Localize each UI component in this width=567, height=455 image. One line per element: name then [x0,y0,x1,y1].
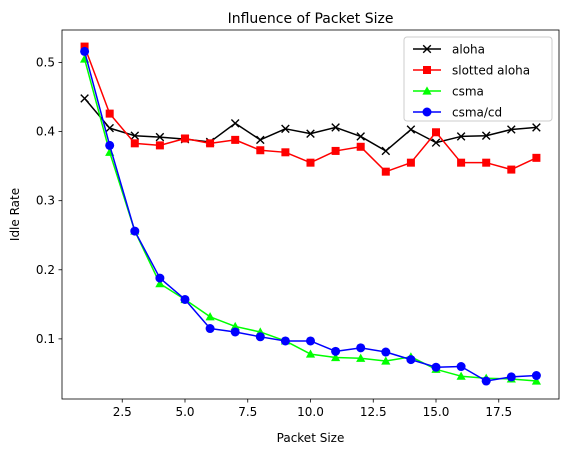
x-tick-label: 15.0 [423,405,450,419]
data-point-csma-cd [105,140,115,150]
data-point-csma-cd [506,372,516,382]
legend: aloha slotted aloha csma csma/cd [403,36,553,122]
data-point-csma-cd [230,327,240,337]
data-point-slotted-aloha [180,134,189,143]
data-point-aloha [306,129,315,138]
data-point-aloha [431,138,441,147]
x-tick-label: 7.5 [238,405,257,419]
data-point-aloha [256,135,265,145]
data-point-aloha [281,124,290,134]
legend-marker-slotted-aloha [423,66,431,74]
data-point-csma [381,356,391,365]
x-tick-label: 5.0 [175,405,194,419]
legend-box [403,36,553,122]
data-point-csma-cd [406,355,416,365]
data-point-csma-cd [306,336,315,346]
data-point-aloha [130,131,140,141]
data-point-slotted-aloha [331,146,340,155]
data-point-slotted-aloha [206,139,215,148]
x-axis: 2.5 5.0 7.5 10.0 12.5 15.0 17.5 [113,399,512,419]
data-point-csma-cd [180,294,190,304]
data-point-slotted-aloha [130,139,139,148]
data-point-csma-cd [531,371,541,381]
data-point-csma [305,349,316,358]
data-point-csma [205,312,215,321]
y-tick-label: 0.5 [36,55,55,69]
data-point-aloha [331,123,340,132]
legend-label: csma [452,85,484,99]
legend-marker-csma [422,86,432,95]
data-point-csma [356,353,366,362]
x-axis-title: Packet Size [277,431,345,445]
data-point-slotted-aloha [281,148,290,157]
data-point-csma-cd [356,343,366,353]
data-point-aloha [381,146,391,156]
series-slotted-aloha [80,42,541,176]
data-point-csma-cd [80,46,90,56]
data-point-aloha [481,131,491,141]
data-point-slotted-aloha [105,109,114,118]
data-point-csma-cd [155,273,165,283]
data-point-aloha [456,132,466,141]
x-tick-label: 10.0 [297,405,324,419]
legend-entry-csma-cd: csma/cd [413,106,502,120]
data-point-csma-cd [431,362,441,372]
data-point-slotted-aloha [457,158,466,167]
series-csma-cd [80,46,541,386]
data-point-aloha [80,94,89,103]
y-tick-label: 0.2 [36,263,55,277]
data-point-csma-cd [205,324,215,334]
data-point-aloha [230,118,240,128]
y-axis: 0.1 0.2 0.3 0.4 0.5 [36,55,62,346]
data-point-csma-cd [381,347,391,357]
data-point-csma-cd [456,362,466,372]
data-point-slotted-aloha [155,141,164,150]
data-point-slotted-aloha [532,153,541,162]
x-tick-label: 12.5 [360,405,387,419]
legend-label: csma/cd [452,106,502,120]
legend-marker-aloha [422,44,432,54]
data-point-csma-cd [331,346,341,356]
y-tick-label: 0.1 [36,332,55,346]
plot-area [79,42,542,386]
data-point-csma [155,279,165,288]
data-point-aloha [155,132,165,142]
data-point-csma [531,376,542,385]
data-point-csma-cd [255,332,265,342]
data-point-slotted-aloha [482,158,491,167]
data-point-slotted-aloha [432,128,441,137]
y-axis-title: Idle Rate [8,188,22,241]
data-point-slotted-aloha [356,142,365,151]
legend-entry-aloha: aloha [413,43,485,57]
data-point-slotted-aloha [306,158,315,167]
data-point-slotted-aloha [231,135,240,144]
data-point-slotted-aloha [507,165,516,174]
data-point-slotted-aloha [381,167,390,176]
data-point-csma [456,371,466,380]
data-point-aloha [356,132,365,141]
x-tick-label: 17.5 [485,405,512,419]
data-point-aloha [406,125,416,134]
y-tick-label: 0.3 [36,194,55,208]
data-point-aloha [105,123,114,133]
legend-entry-slotted-aloha: slotted aloha [413,64,530,78]
legend-label: slotted aloha [452,64,530,78]
data-point-csma [230,321,240,331]
legend-entry-csma: csma [413,85,484,99]
data-point-slotted-aloha [256,146,265,155]
legend-label: aloha [452,43,485,57]
legend-marker-csma-cd [422,107,432,117]
data-point-csma-cd [481,376,491,386]
data-point-slotted-aloha [80,42,89,51]
y-tick-label: 0.4 [36,125,55,139]
chart-title: Influence of Packet Size [228,11,394,27]
x-tick-label: 2.5 [113,405,132,419]
data-point-aloha [507,125,516,134]
data-point-csma-cd [280,336,290,346]
data-point-aloha [532,123,541,132]
data-point-slotted-aloha [406,158,415,167]
data-point-csma [331,352,341,362]
data-point-csma-cd [130,226,140,236]
